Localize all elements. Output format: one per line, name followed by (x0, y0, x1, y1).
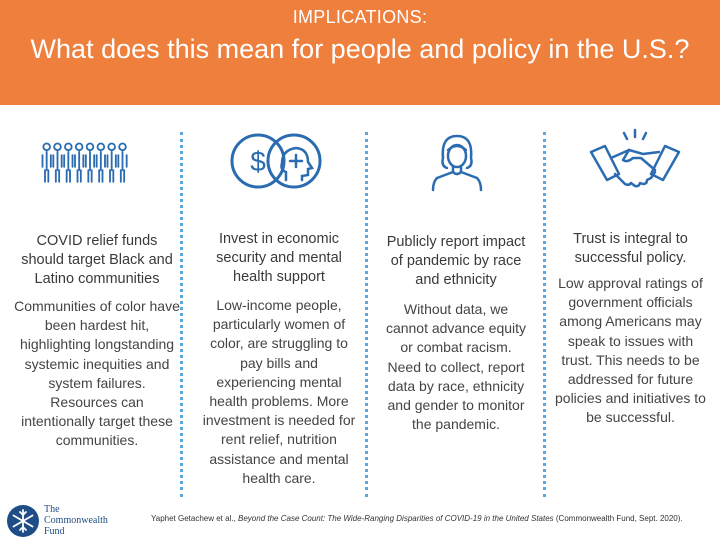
column-body: Without data, we cannot advance equity o… (385, 301, 527, 433)
citation: Yaphet Getachew et al., Beyond the Case … (151, 513, 711, 525)
citation-title: Beyond the Case Count: The Wide-Ranging … (238, 514, 554, 523)
snowflake-seal-icon (7, 505, 39, 537)
column-body: Low-income people, particularly women of… (202, 297, 356, 486)
column-4: Trust is integral to successful policy. … (553, 230, 708, 428)
column-body: Low approval ratings of government offic… (555, 275, 706, 426)
column-body: Communities of color have been hardest h… (14, 298, 180, 449)
citation-source: (Commonwealth Fund, Sept. 2020). (553, 514, 683, 523)
citation-author: Yaphet Getachew et al., (151, 514, 239, 523)
page-title: What does this mean for people and polic… (30, 34, 690, 64)
handshake-icon (585, 128, 685, 194)
column-2: Invest in economic security and mental h… (199, 230, 359, 488)
header-banner: IMPLICATIONS: What does this mean for pe… (0, 0, 720, 105)
column-heading: Trust is integral to successful policy. (573, 231, 688, 266)
commonwealth-fund-logo: The Commonwealth Fund (6, 504, 146, 538)
group-of-people-icon (40, 128, 140, 194)
dollar-and-mental-health-icon: $ (228, 128, 328, 194)
column-heading: COVID relief funds should target Black a… (21, 233, 173, 287)
column-3: Publicly report impact of pandemic by ra… (384, 230, 528, 434)
column-heading: Publicly report impact of pandemic by ra… (386, 234, 526, 288)
column-divider (365, 132, 368, 497)
column-1: COVID relief funds should target Black a… (14, 230, 180, 451)
column-divider (180, 132, 183, 497)
svg-text:$: $ (250, 146, 266, 177)
logo-line: Commonwealth (44, 515, 108, 526)
column-heading: Invest in economic security and mental h… (216, 231, 342, 285)
logo-line: The (44, 504, 60, 515)
person-avatar-icon (407, 128, 507, 194)
column-divider (543, 132, 546, 497)
logo-line: Fund (44, 526, 65, 537)
header-kicker: IMPLICATIONS: (292, 7, 428, 27)
